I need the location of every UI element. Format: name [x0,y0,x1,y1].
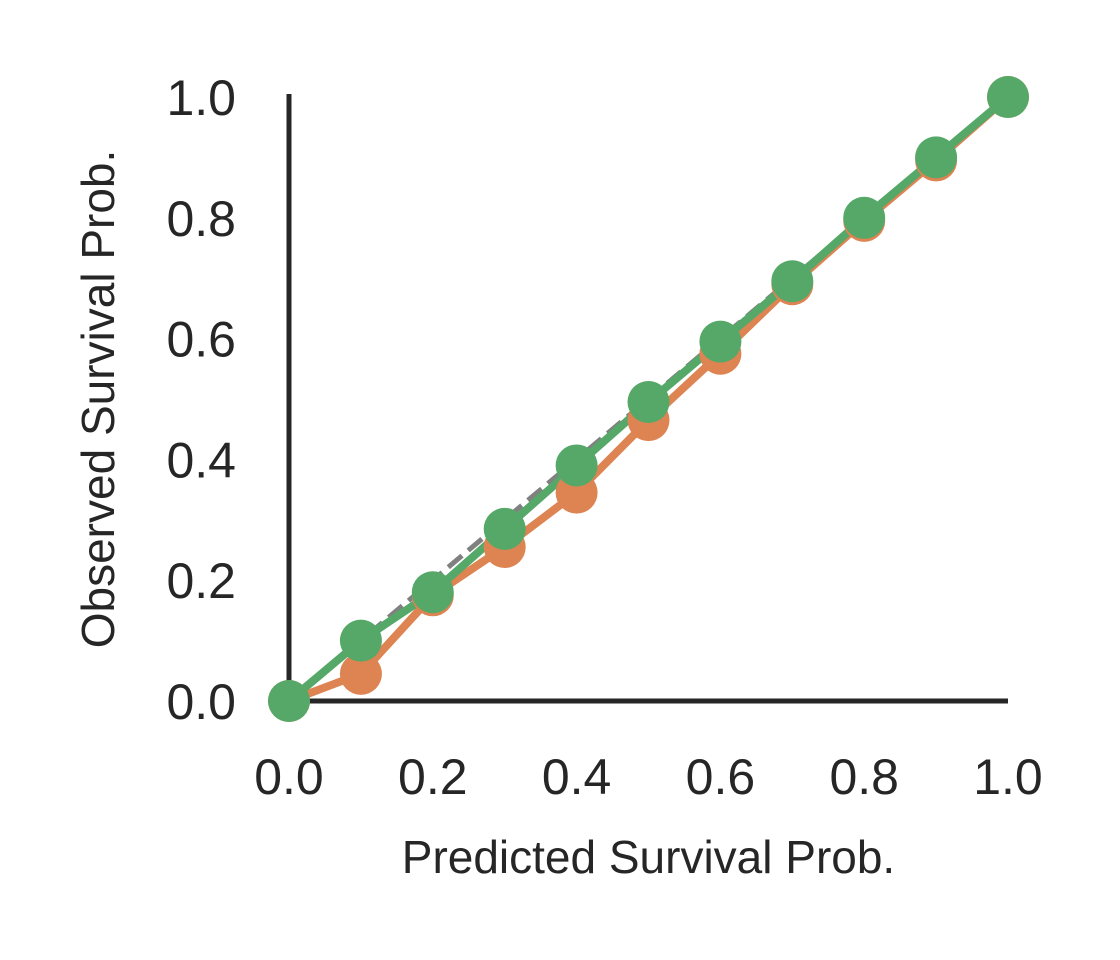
series-2-point [987,76,1029,118]
series-2-point [915,136,958,179]
tick-labels-layer: 0.0 0.2 0.4 0.6 0.8 1.0 0.0 0.2 0.4 0.6 0.8 1.0 [166,70,1042,805]
series-2-point [268,680,310,722]
x-axis-title: Predicted Survival Prob. [402,831,895,883]
y-tick-label: 0.8 [166,191,236,247]
x-tick-label: 0.4 [542,749,612,805]
y-tick-label: 1.0 [166,70,236,126]
series-2-point [411,571,454,614]
y-tick-label: 0.6 [166,312,236,368]
series-2-point [627,381,670,424]
series-2-point [699,320,742,363]
x-tick-label: 0.0 [254,749,324,805]
x-tick-label: 0.8 [829,749,899,805]
x-tick-label: 0.2 [398,749,468,805]
series-1-point [339,652,382,695]
series-2-point [771,260,814,303]
y-tick-label: 0.0 [166,674,236,730]
series-2-point [483,507,526,550]
x-tick-label: 0.6 [686,749,756,805]
axes-layer [286,94,1008,704]
series-2-point [843,196,886,239]
points-layer [268,76,1029,722]
y-axis-title: Observed Survival Prob. [72,150,124,649]
series-2-point [555,444,598,487]
y-tick-label: 0.4 [166,432,236,488]
series-2-point [339,619,382,662]
x-tick-label: 1.0 [973,749,1043,805]
y-tick-label: 0.2 [166,553,236,609]
